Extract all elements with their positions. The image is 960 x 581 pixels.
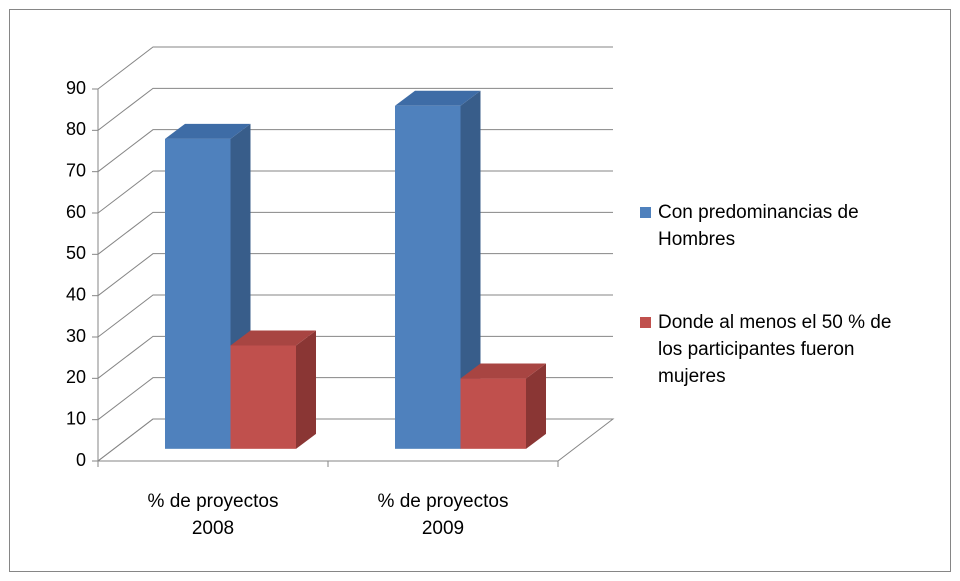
bar-top xyxy=(395,90,481,106)
bar-side xyxy=(460,90,481,449)
bar-top xyxy=(460,363,546,379)
y-tick-label: 90 xyxy=(66,78,86,98)
bar xyxy=(460,378,526,449)
y-tick-label: 80 xyxy=(66,119,86,139)
x-tick-label: % de proyectos 2009 xyxy=(377,491,509,539)
bar-side xyxy=(296,330,316,449)
bar xyxy=(395,105,461,449)
y-tick-label: 20 xyxy=(66,367,86,387)
bar xyxy=(230,345,296,449)
bar-top xyxy=(165,123,251,139)
y-tick-label: 30 xyxy=(66,326,86,346)
y-tick-label: 40 xyxy=(66,284,86,304)
y-tick-label: 60 xyxy=(66,202,86,222)
legend-label: Donde al menos el 50 % de los participan… xyxy=(658,312,892,387)
grid-line xyxy=(97,46,613,90)
x-tick-label: % de proyectos 2008 xyxy=(147,491,279,539)
y-tick-label: 70 xyxy=(66,160,86,180)
bar-side xyxy=(526,363,546,449)
legend-swatch xyxy=(640,317,651,328)
bar xyxy=(165,138,231,449)
y-tick-label: 10 xyxy=(66,408,86,428)
grid-line xyxy=(97,87,613,131)
y-tick-label: 50 xyxy=(66,243,86,263)
bar-top xyxy=(230,330,316,346)
legend-swatch xyxy=(640,207,651,218)
legend-label: Con predominancias de Hombres xyxy=(658,202,859,250)
y-tick-label: 0 xyxy=(76,450,86,470)
